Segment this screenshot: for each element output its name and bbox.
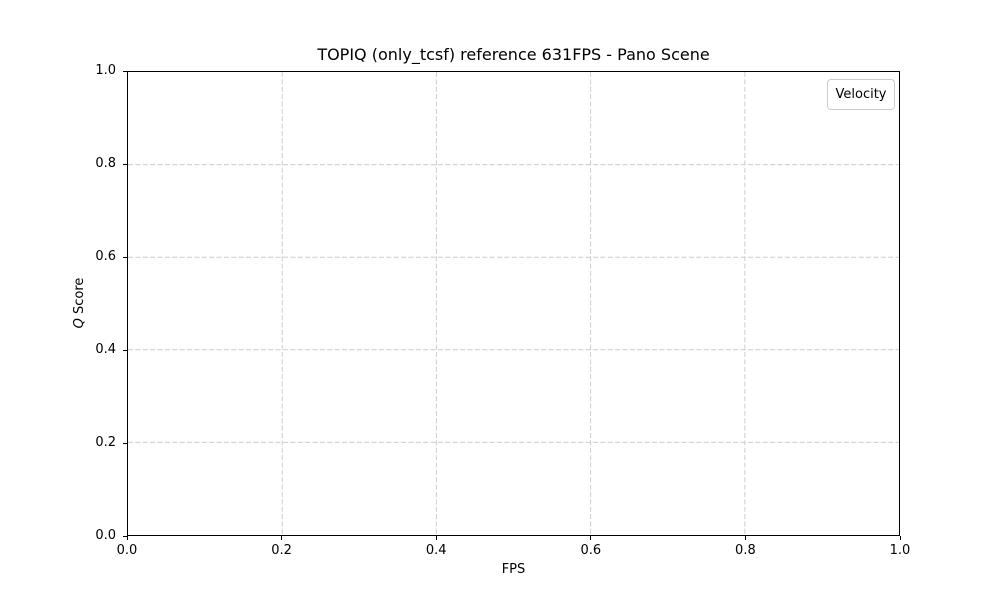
x-axis-label: FPS bbox=[501, 562, 526, 577]
x-tick-label: 0.0 bbox=[116, 543, 138, 558]
y-tick-label: 0.4 bbox=[95, 342, 116, 357]
x-tick-mark bbox=[744, 536, 746, 540]
x-tick-mark bbox=[281, 536, 283, 540]
y-tick-label: 1.0 bbox=[95, 63, 116, 78]
y-tick-label: 0.8 bbox=[95, 156, 116, 171]
y-tick-mark bbox=[123, 256, 127, 258]
y-tick-mark bbox=[123, 70, 127, 72]
x-tick-label: 0.6 bbox=[580, 543, 602, 558]
x-tick-mark bbox=[590, 536, 592, 540]
x-tick-label: 0.4 bbox=[425, 543, 447, 558]
gridlines bbox=[128, 72, 899, 535]
x-tick-label: 0.2 bbox=[271, 543, 292, 558]
x-tick-mark bbox=[126, 536, 128, 540]
y-tick-mark bbox=[123, 349, 127, 351]
chart-title: TOPIQ (only_tcsf) reference 631FPS - Pan… bbox=[317, 45, 710, 64]
x-tick-mark bbox=[899, 536, 901, 540]
legend: Velocity bbox=[827, 79, 895, 110]
y-tick-mark bbox=[123, 163, 127, 165]
y-tick-mark bbox=[123, 535, 127, 537]
x-tick-label: 1.0 bbox=[889, 543, 911, 558]
legend-title: Velocity bbox=[835, 86, 887, 102]
x-tick-label: 0.8 bbox=[735, 543, 756, 558]
y-tick-mark bbox=[123, 442, 127, 444]
y-tick-label: 0.2 bbox=[95, 435, 116, 450]
plot-area bbox=[127, 71, 900, 536]
x-tick-mark bbox=[435, 536, 437, 540]
y-tick-label: 0.6 bbox=[95, 249, 116, 264]
y-tick-label: 0.0 bbox=[95, 528, 116, 543]
